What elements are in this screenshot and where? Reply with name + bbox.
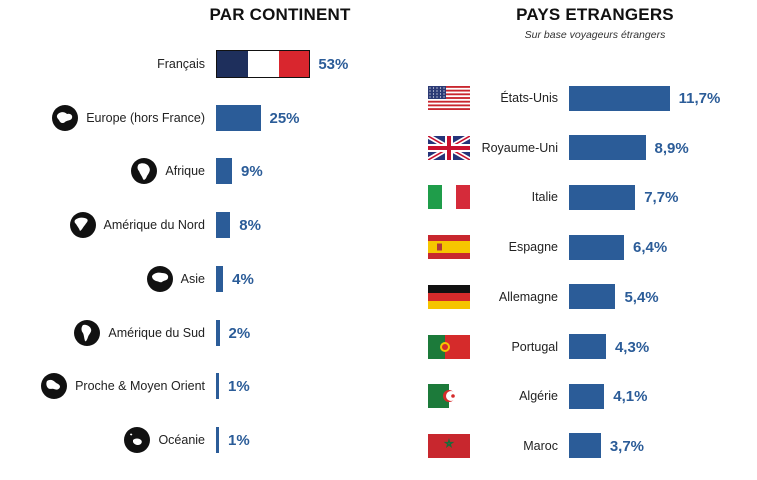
country-value-label: 8,9%: [654, 139, 689, 157]
left-chart-title: PAR CONTINENT: [209, 5, 351, 24]
morocco-flag-icon: [428, 433, 470, 458]
country-label: Espagne: [508, 240, 558, 255]
country-label: Allemagne: [498, 289, 558, 304]
country-label: Algérie: [519, 389, 558, 404]
country-value-label: 3,7%: [609, 437, 645, 455]
country-bar: [569, 234, 625, 260]
algeria-flag-icon: [428, 384, 470, 409]
continent-bar: [216, 319, 220, 346]
country-label: Maroc: [523, 438, 558, 453]
right-chart-title: PAYS ETRANGERS: [516, 5, 674, 24]
globe-europe-icon: [52, 104, 79, 131]
globe-asia-icon: [146, 265, 173, 292]
continent-bar: [216, 426, 219, 453]
country-value-label: 5,4%: [624, 288, 659, 306]
portugal-flag-icon: [428, 334, 470, 359]
country-label: Royaume-Uni: [481, 140, 558, 155]
continent-label: Amérique du Sud: [108, 325, 205, 340]
continent-label: Amérique du Nord: [103, 218, 205, 233]
continent-bar: [216, 265, 224, 292]
continent-value-label: 1%: [228, 378, 250, 396]
globe-north-america-icon: [69, 212, 96, 239]
country-bar: [569, 334, 606, 359]
country-bar: [569, 184, 636, 210]
continent-bar: [216, 104, 261, 131]
country-label: Portugal: [511, 339, 558, 354]
continent-label: Afrique: [165, 164, 205, 179]
continent-bar: [216, 158, 233, 185]
continent-value-label: 25%: [269, 109, 300, 127]
country-bar: [569, 135, 646, 161]
globe-africa-icon: [131, 158, 158, 185]
country-label: Italie: [531, 190, 558, 205]
uk-flag-icon: [428, 135, 470, 160]
spain-flag-icon: [428, 235, 470, 260]
continent-value-label: 9%: [241, 163, 263, 181]
country-bar: [569, 383, 605, 409]
germany-flag-icon: [428, 284, 470, 309]
country-value-label: 11,7%: [678, 90, 721, 107]
continent-label: Asie: [180, 271, 205, 286]
country-value-label: 4,3%: [614, 338, 650, 356]
globe-oceania-icon: [124, 426, 151, 453]
country-bar: [569, 85, 670, 111]
continent-value-label: 8%: [239, 217, 261, 235]
globe-south-america-icon: [74, 319, 101, 346]
continent-value-label: 4%: [232, 270, 254, 288]
country-value-label: 7,7%: [644, 189, 679, 207]
country-label: États-Unis: [500, 91, 558, 105]
country-bar: [569, 284, 616, 310]
continent-bar: [216, 212, 231, 239]
usa-flag-icon: [428, 86, 470, 110]
italy-flag-icon: [428, 185, 470, 210]
country-value-label: 6,4%: [633, 239, 668, 257]
bar-francais-france-flag: [216, 50, 311, 78]
continent-value-label: 2%: [228, 324, 251, 342]
continent-label: Océanie: [158, 432, 205, 447]
continent-value-label: 1%: [228, 431, 250, 449]
right-chart-subtitle: Sur base voyageurs étrangers: [524, 29, 666, 41]
continent-label: Europe (hors France): [86, 110, 205, 125]
continent-label: Français: [157, 57, 205, 71]
country-value-label: 4,1%: [613, 388, 648, 406]
continent-bar: [216, 373, 219, 400]
globe-middle-east-icon: [41, 373, 68, 400]
continent-label: Proche & Moyen Orient: [75, 379, 205, 394]
continent-value-label: 53%: [318, 56, 349, 73]
country-bar: [569, 433, 601, 459]
